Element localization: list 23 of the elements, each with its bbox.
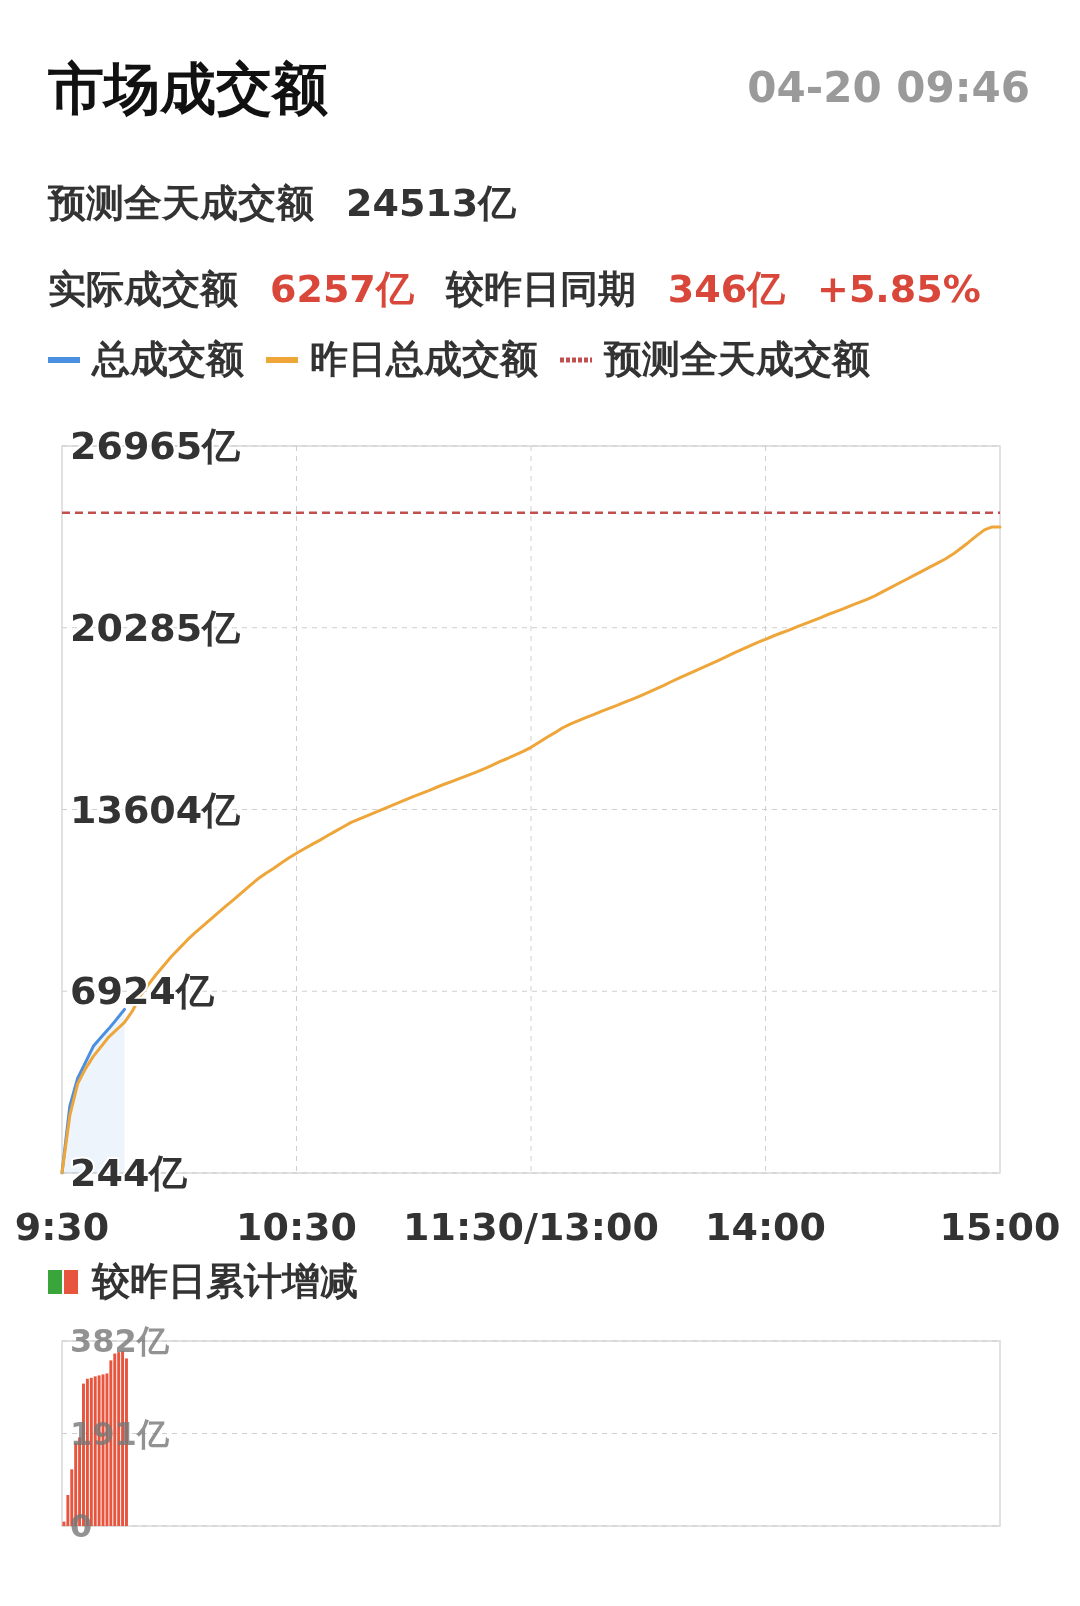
text: 6257亿 <box>270 267 415 311</box>
x-tick-label: 11:30/13:00 <box>403 1205 659 1249</box>
x-tick-label: 10:30 <box>236 1205 357 1249</box>
text: 较昨日同期 <box>444 267 636 311</box>
y-tick-label: 26965亿 <box>70 424 242 468</box>
text: 实际成交额 <box>48 267 238 311</box>
x-tick-label: 9:30 <box>14 1205 110 1249</box>
chart-title: 市场成交额 <box>47 56 328 121</box>
legend-label: 昨日总成交额 <box>310 337 538 381</box>
text: 24513亿 <box>346 181 518 225</box>
y-tick-label: 13604亿 <box>70 787 242 832</box>
chart-subtitle: 04-20 09:46 <box>747 63 1030 112</box>
legend-label: 较昨日累计增减 <box>91 1259 358 1303</box>
legend-label: 预测全天成交额 <box>603 337 870 381</box>
text: +5.85% <box>817 267 981 311</box>
x-tick-label: 14:00 <box>705 1205 826 1249</box>
y-tick-label: 244亿 <box>70 1151 189 1195</box>
y-tick-label: 20285亿 <box>70 605 242 650</box>
x-tick-label: 15:00 <box>939 1205 1061 1249</box>
y-tick-label: 382亿 <box>70 1322 170 1360</box>
text: 预测全天成交额 <box>47 181 314 225</box>
legend-label: 总成交额 <box>90 337 244 381</box>
text: 346亿 <box>667 267 787 311</box>
